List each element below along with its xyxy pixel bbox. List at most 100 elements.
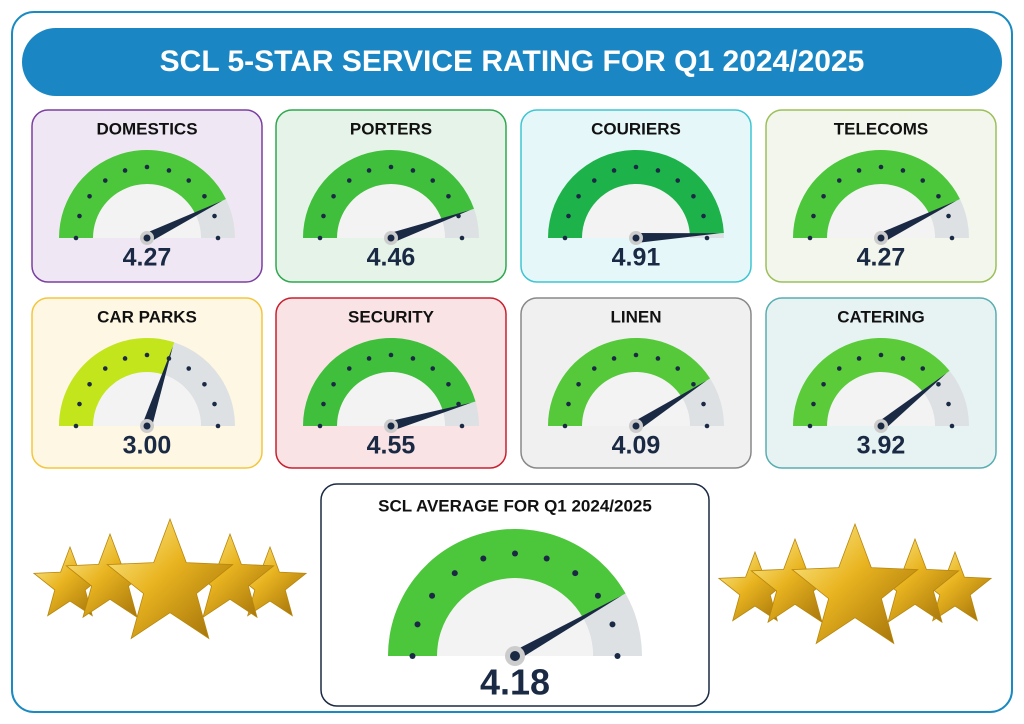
gauge-value-arc bbox=[303, 150, 474, 238]
gauge-dot bbox=[936, 381, 941, 387]
gauge-dot bbox=[414, 621, 421, 628]
gauge-dot bbox=[704, 423, 710, 429]
gauge-dot bbox=[186, 178, 192, 183]
gauge-title: SCL AVERAGE FOR Q1 2024/2025 bbox=[378, 496, 652, 515]
needle-pivot-center bbox=[877, 234, 885, 242]
gauge-dot bbox=[430, 178, 436, 183]
needle-pivot-center bbox=[387, 422, 395, 430]
gauge-dot bbox=[87, 193, 92, 199]
gauge-needle bbox=[142, 346, 173, 428]
gauge-dot bbox=[655, 168, 661, 173]
gauge-dot bbox=[572, 570, 579, 577]
gauge-dot bbox=[821, 193, 826, 199]
gauge-dot bbox=[446, 381, 451, 387]
gauge-title: CAR PARKS bbox=[97, 307, 197, 326]
needle-pivot-center bbox=[143, 234, 151, 242]
gauge-needle bbox=[878, 200, 957, 243]
gauge-title: LINEN bbox=[611, 307, 662, 326]
gauge-inner bbox=[827, 372, 935, 426]
gauge-dot bbox=[430, 366, 436, 371]
gauge-dot bbox=[212, 213, 217, 219]
gauge-dot bbox=[410, 168, 416, 173]
gauge-dot bbox=[856, 168, 862, 173]
gauge-dot bbox=[122, 168, 128, 173]
gauge-dot bbox=[836, 366, 842, 371]
gauge-dot bbox=[388, 164, 394, 170]
gauge-dot bbox=[212, 401, 217, 407]
gauge-dot bbox=[166, 168, 172, 173]
gauge-dot bbox=[480, 555, 487, 562]
gauge-dot bbox=[691, 193, 696, 199]
gauge-inner bbox=[582, 184, 690, 238]
gauge-dot bbox=[821, 381, 826, 387]
gauge-dot bbox=[566, 213, 571, 219]
gauge-title: COURIERS bbox=[591, 119, 681, 138]
gauge-value-arc bbox=[793, 150, 960, 238]
gauge-dot bbox=[655, 356, 661, 361]
gauge-value: 4.09 bbox=[612, 432, 661, 460]
gauge-dot bbox=[591, 178, 597, 183]
gauge-value: 3.92 bbox=[857, 432, 906, 460]
gauge-dot bbox=[878, 352, 884, 358]
gauge-dot bbox=[215, 235, 221, 241]
gauge-dot bbox=[73, 423, 79, 429]
needle-pivot-center bbox=[387, 234, 395, 242]
gauge-dot bbox=[543, 555, 550, 562]
gauge-dot bbox=[675, 178, 681, 183]
gauge-title: SECURITY bbox=[348, 307, 435, 326]
gauge-dot bbox=[459, 235, 465, 241]
gauge-dot bbox=[900, 356, 906, 361]
gauge-dot bbox=[836, 178, 842, 183]
gauge-dot bbox=[144, 352, 150, 358]
gauge-dot bbox=[949, 423, 955, 429]
gauge-dot bbox=[566, 401, 571, 407]
gauge-value-arc bbox=[548, 338, 711, 426]
gauge-needle bbox=[389, 210, 471, 243]
gauge-dot bbox=[73, 235, 79, 241]
gauge-dot bbox=[633, 352, 639, 358]
gauge-dot bbox=[388, 352, 394, 358]
gauge-dot bbox=[102, 366, 108, 371]
needle-pivot-center bbox=[143, 422, 151, 430]
gauge-dot bbox=[102, 178, 108, 183]
gauge-value-arc bbox=[303, 338, 476, 426]
gauge-needle bbox=[512, 595, 623, 661]
gauge-dot bbox=[202, 381, 207, 387]
needle-pivot-center bbox=[877, 422, 885, 430]
gauge-dot bbox=[807, 235, 813, 241]
gauge-dot bbox=[675, 366, 681, 371]
gauge-dot bbox=[215, 423, 221, 429]
gauge-dot bbox=[900, 168, 906, 173]
gauge-dot bbox=[346, 178, 352, 183]
gauge-dot bbox=[321, 213, 326, 219]
gauge-inner bbox=[93, 372, 201, 426]
gauge-value-arc bbox=[548, 149, 724, 238]
gauge-dot bbox=[936, 193, 941, 199]
gauge-dot bbox=[144, 164, 150, 170]
gauge-dot bbox=[609, 621, 616, 628]
gauge-dot bbox=[331, 193, 336, 199]
gauge-dot bbox=[701, 401, 706, 407]
gauge-value: 4.18 bbox=[480, 662, 550, 703]
gauge-dot bbox=[77, 401, 82, 407]
gauge-dot bbox=[451, 570, 458, 577]
gauge-dot bbox=[366, 356, 372, 361]
gauge-dot bbox=[429, 592, 436, 599]
gauge-dot bbox=[594, 592, 601, 599]
star bbox=[791, 522, 919, 645]
gauge-dot bbox=[186, 366, 192, 371]
gauge-dot bbox=[122, 356, 128, 361]
gauge-dot bbox=[346, 366, 352, 371]
gauge-needle bbox=[635, 233, 720, 243]
gauge-dot bbox=[576, 193, 581, 199]
gauge-dot bbox=[920, 366, 926, 371]
gauge-dot bbox=[920, 178, 926, 183]
needle-pivot-center bbox=[632, 422, 640, 430]
gauge-dot bbox=[611, 168, 617, 173]
gauge-title: CATERING bbox=[837, 307, 925, 326]
gauge-dot bbox=[878, 164, 884, 170]
gauge-dot bbox=[409, 653, 416, 659]
gauge-needle bbox=[144, 200, 223, 243]
gauge-dot bbox=[614, 653, 621, 659]
